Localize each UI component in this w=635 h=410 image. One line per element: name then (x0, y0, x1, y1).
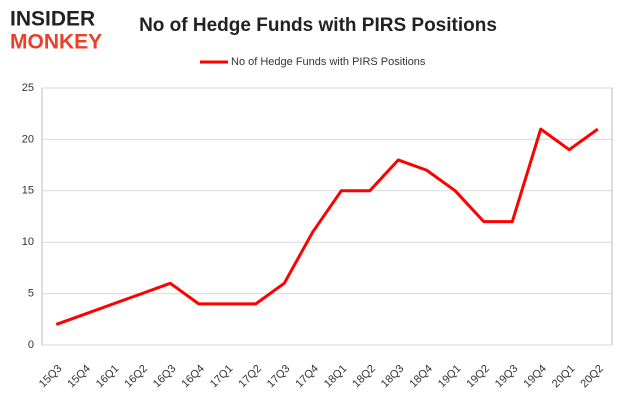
y-tick-label: 15 (22, 185, 34, 197)
y-tick-label: 0 (28, 339, 34, 351)
y-tick-label: 20 (22, 133, 34, 145)
chart-title: No of Hedge Funds with PIRS Positions (139, 15, 497, 36)
logo-bottom: MONKEY (10, 31, 102, 54)
legend-label: No of Hedge Funds with PIRS Positions (231, 56, 426, 68)
y-tick-label: 25 (22, 82, 34, 94)
y-tick-label: 5 (28, 288, 34, 300)
data-line (55, 127, 599, 326)
logo-top: INSIDER (10, 8, 95, 31)
y-tick-label: 10 (22, 236, 34, 248)
